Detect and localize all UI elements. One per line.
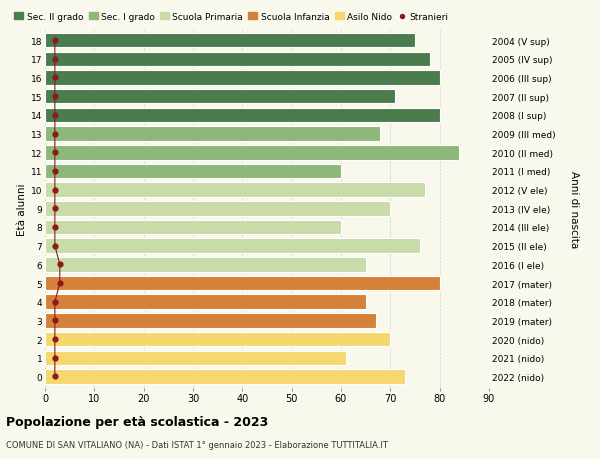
Y-axis label: Età alunni: Età alunni bbox=[17, 183, 26, 235]
Bar bbox=[45, 220, 341, 235]
Bar bbox=[45, 146, 460, 160]
Point bbox=[55, 261, 65, 269]
Point bbox=[50, 354, 59, 362]
Y-axis label: Anni di nascita: Anni di nascita bbox=[569, 170, 579, 247]
Point bbox=[50, 112, 59, 119]
Bar bbox=[45, 239, 420, 253]
Bar bbox=[45, 276, 440, 291]
Point bbox=[50, 37, 59, 45]
Bar bbox=[45, 183, 425, 197]
Bar bbox=[45, 257, 365, 272]
Bar bbox=[45, 295, 365, 309]
Bar bbox=[45, 369, 405, 384]
Bar bbox=[45, 332, 391, 347]
Bar bbox=[45, 164, 341, 179]
Bar bbox=[45, 202, 391, 216]
Point bbox=[50, 186, 59, 194]
Point bbox=[50, 205, 59, 213]
Bar bbox=[45, 34, 415, 48]
Text: COMUNE DI SAN VITALIANO (NA) - Dati ISTAT 1° gennaio 2023 - Elaborazione TUTTITA: COMUNE DI SAN VITALIANO (NA) - Dati ISTA… bbox=[6, 440, 388, 449]
Point bbox=[55, 280, 65, 287]
Bar bbox=[45, 351, 346, 365]
Point bbox=[50, 373, 59, 381]
Text: Popolazione per età scolastica - 2023: Popolazione per età scolastica - 2023 bbox=[6, 415, 268, 428]
Bar bbox=[45, 52, 430, 67]
Point bbox=[50, 317, 59, 325]
Legend: Sec. II grado, Sec. I grado, Scuola Primaria, Scuola Infanzia, Asilo Nido, Stran: Sec. II grado, Sec. I grado, Scuola Prim… bbox=[14, 13, 449, 22]
Bar bbox=[45, 313, 376, 328]
Point bbox=[50, 298, 59, 306]
Bar bbox=[45, 90, 395, 104]
Point bbox=[50, 224, 59, 231]
Point bbox=[50, 93, 59, 101]
Point bbox=[50, 242, 59, 250]
Point bbox=[50, 56, 59, 63]
Point bbox=[50, 75, 59, 82]
Bar bbox=[45, 108, 440, 123]
Point bbox=[50, 130, 59, 138]
Bar bbox=[45, 71, 440, 85]
Point bbox=[50, 149, 59, 157]
Bar bbox=[45, 127, 380, 141]
Point bbox=[50, 168, 59, 175]
Point bbox=[50, 336, 59, 343]
